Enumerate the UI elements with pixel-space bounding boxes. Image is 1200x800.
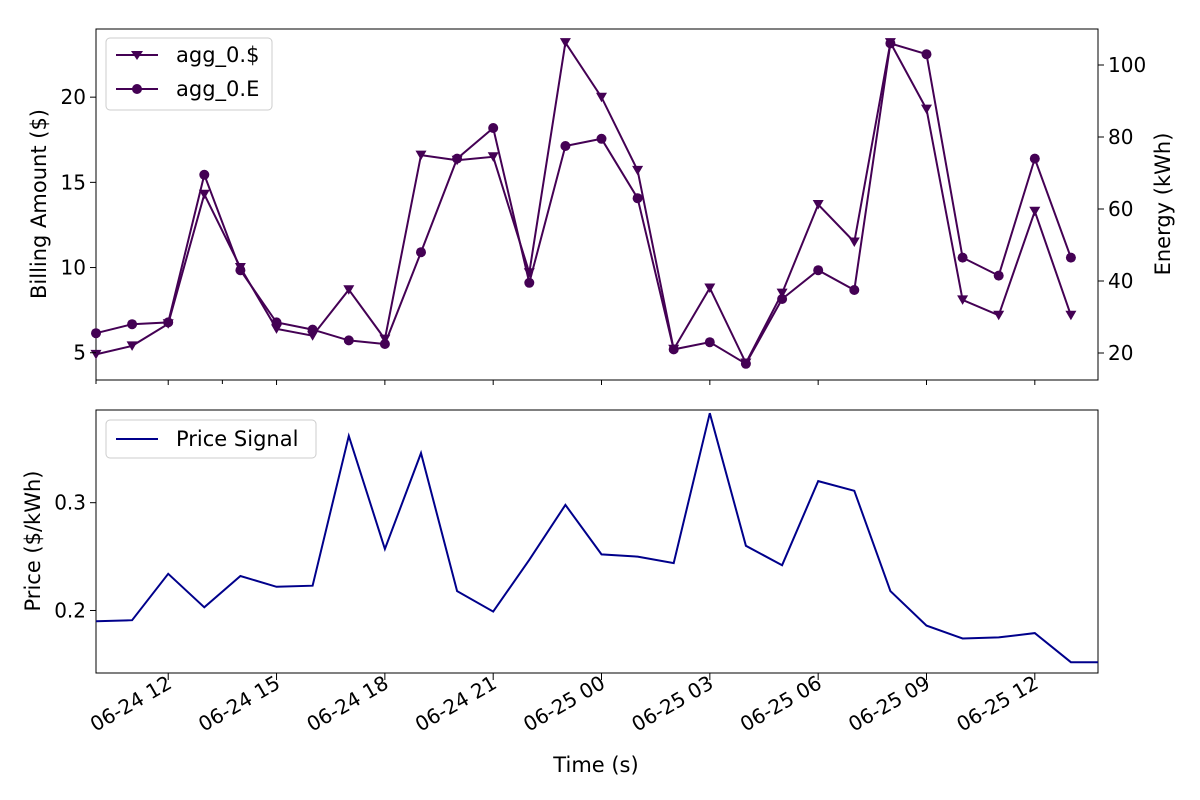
legend-label-price-signal: Price Signal xyxy=(176,427,298,451)
energy-point xyxy=(307,324,318,335)
bottom-legend: Price Signal xyxy=(105,419,317,459)
top-legend: agg_0.$ agg_0.E xyxy=(105,37,273,111)
energy-point xyxy=(560,141,571,151)
energy-point xyxy=(1065,252,1076,263)
energy-point xyxy=(488,123,499,133)
billing-point xyxy=(704,283,716,293)
top-y-axis-label: Billing Amount ($) xyxy=(27,109,51,299)
energy-point xyxy=(416,247,426,258)
energy-point xyxy=(740,358,751,369)
top-plot-area xyxy=(90,38,1077,369)
series-line-billing xyxy=(95,39,1072,366)
energy-point xyxy=(235,265,246,276)
top-y2-tick-label: 80 xyxy=(1108,125,1133,149)
top-y2-tick-label: 40 xyxy=(1108,269,1133,293)
billing-point xyxy=(632,165,644,176)
billing-point xyxy=(1029,206,1041,217)
legend-label-agg-energy: agg_0.E xyxy=(176,77,259,102)
series-line-energy xyxy=(95,42,1072,366)
bottom-plot-area xyxy=(95,412,1098,664)
billing-point xyxy=(198,189,210,200)
legend-marker-triangle-down xyxy=(131,51,143,60)
top-y2-tick-label: 60 xyxy=(1108,197,1133,221)
billing-point xyxy=(1065,310,1077,321)
energy-point xyxy=(524,277,535,288)
energy-point xyxy=(1029,153,1040,164)
billing-point xyxy=(343,285,355,295)
energy-point xyxy=(596,133,607,144)
x-axis-label: Time (s) xyxy=(552,753,638,777)
billing-point xyxy=(559,38,571,48)
bottom-y-axis-label: Price ($/kWh) xyxy=(21,471,45,612)
top-y-tick-label: 10 xyxy=(61,256,86,280)
billing-point xyxy=(415,150,427,161)
billing-point xyxy=(776,288,788,299)
energy-point xyxy=(127,319,138,330)
legend-label-agg-dollar: agg_0.$ xyxy=(176,43,259,68)
billing-point xyxy=(921,104,932,115)
energy-point xyxy=(199,169,210,180)
top-y-tick-label: 5 xyxy=(73,341,86,365)
energy-point xyxy=(921,49,932,60)
billing-point xyxy=(271,324,282,334)
energy-point xyxy=(91,328,101,339)
energy-point xyxy=(343,335,354,346)
bottom-y-tick-label: 0.2 xyxy=(54,598,86,622)
energy-point xyxy=(957,252,968,263)
series-line-price xyxy=(95,412,1098,664)
billing-point xyxy=(812,200,824,210)
billing-point xyxy=(126,341,138,351)
energy-point xyxy=(668,344,679,355)
billing-energy-panel: 5 10 15 20 20 40 60 80 100 Billing Amount ($) En… xyxy=(27,28,1175,385)
energy-point xyxy=(704,337,715,348)
top-y2-tick-label: 100 xyxy=(1108,53,1146,77)
legend-marker-circle xyxy=(132,84,142,94)
top-y-tick-label: 15 xyxy=(61,170,86,194)
billing-point xyxy=(957,295,969,305)
billing-point xyxy=(848,237,860,247)
billing-point xyxy=(993,310,1005,321)
top-y2-axis-label: Energy (kWh) xyxy=(1151,133,1175,276)
energy-point xyxy=(777,294,788,304)
energy-point xyxy=(379,339,390,349)
billing-point xyxy=(487,152,499,162)
top-axes: 5 10 15 20 20 40 60 80 100 xyxy=(61,53,1146,385)
energy-point xyxy=(271,317,282,328)
billing-point xyxy=(596,92,607,103)
energy-point xyxy=(452,153,463,164)
energy-point xyxy=(849,285,860,295)
energy-point xyxy=(163,317,174,328)
energy-point xyxy=(813,265,824,276)
energy-point xyxy=(885,38,896,49)
top-y-tick-label: 20 xyxy=(61,85,86,109)
energy-point xyxy=(632,193,643,204)
energy-point xyxy=(993,270,1004,281)
bottom-y-tick-label: 0.3 xyxy=(54,491,86,515)
top-y2-tick-label: 20 xyxy=(1108,341,1133,365)
